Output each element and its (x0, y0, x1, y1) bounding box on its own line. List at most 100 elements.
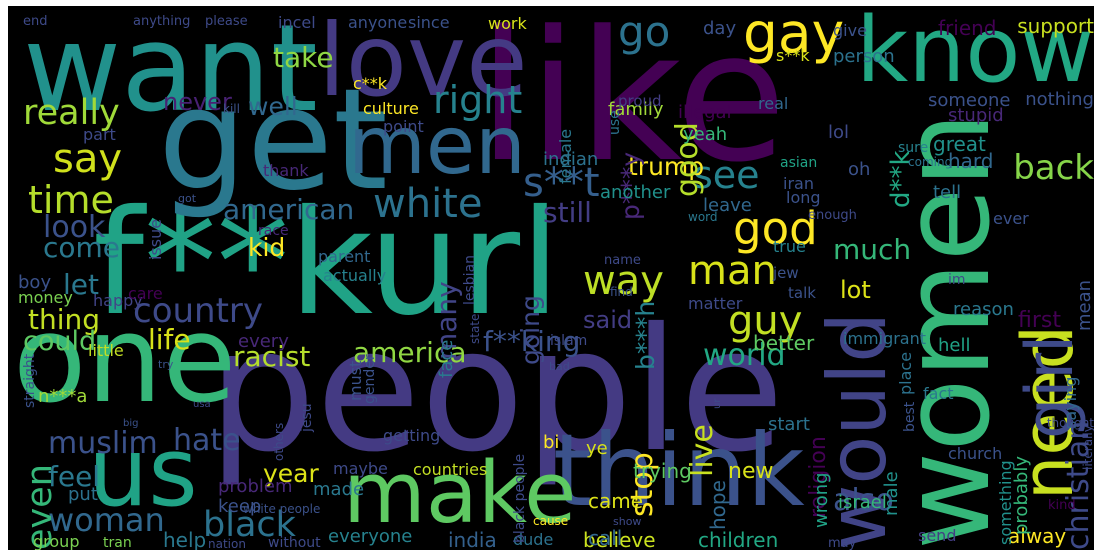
word-came: came (588, 489, 644, 513)
word-matter: matter (688, 294, 743, 313)
word-see: see (693, 153, 760, 197)
word-could: could (23, 326, 97, 357)
word-fxxking: f**king (483, 325, 581, 358)
word-fact: fact (923, 384, 954, 403)
word-face: face (436, 339, 457, 378)
word-something: something (996, 460, 1015, 546)
word-children: children (698, 528, 779, 550)
word-feel: feel (48, 460, 101, 493)
word-enough: enough (808, 208, 857, 223)
word-jew: jew (773, 264, 799, 282)
word-culture: culture (363, 99, 419, 118)
word-trump: trump (628, 152, 705, 181)
word-thing: thing (28, 303, 101, 336)
word-know: know (856, 6, 1094, 103)
word-right: right (433, 78, 523, 122)
word-part: part (83, 125, 116, 144)
word-time: time (28, 178, 114, 222)
word-straight: straight (22, 353, 38, 408)
word-sxxk: s**k (776, 46, 810, 65)
word-really: really (23, 93, 120, 133)
word-alway: alway (1008, 524, 1067, 548)
word-person: person (833, 46, 895, 67)
word-friend: friend (938, 16, 997, 40)
word-kind: kind (1048, 498, 1076, 513)
word-sure: sure (898, 140, 929, 156)
word-may: may (828, 536, 857, 550)
word-support: support (1017, 14, 1094, 38)
word-back: back (1013, 148, 1094, 188)
word-word: word (688, 210, 718, 224)
word-work: work (488, 14, 527, 33)
word-everyone: everyone (328, 526, 413, 547)
word-trying: trying (633, 459, 692, 483)
word-racist: racist (233, 340, 311, 373)
word-help: help (163, 528, 207, 550)
word-send: send (918, 526, 957, 545)
word-get: get (158, 59, 388, 222)
word-believe: believe (583, 528, 656, 550)
word-boy: boy (18, 272, 52, 293)
word-parent: parent (318, 247, 371, 266)
word-someone: someone (928, 90, 1011, 111)
word-getting: getting (383, 426, 441, 445)
word-israel: israel (838, 492, 887, 513)
word-every: every (238, 331, 289, 352)
word-race: race (258, 223, 289, 239)
word-call: call (588, 526, 623, 550)
word-true: true (773, 237, 806, 256)
word-yeah: yeah (683, 124, 728, 145)
word-white-people: white people (243, 502, 321, 516)
word-church: church (948, 444, 1003, 463)
word-come: come (43, 231, 121, 264)
word-god: god (733, 202, 818, 255)
word-made: made (313, 479, 365, 500)
word-illegal: illegal (678, 102, 732, 123)
word-kill: kill (223, 102, 240, 116)
word-bad: bad (549, 360, 570, 373)
word-new: new (728, 459, 774, 484)
word-place: place (896, 351, 915, 395)
word-put: put (68, 484, 98, 505)
word-let: let (63, 268, 99, 301)
word-care: care (128, 284, 163, 303)
word-group: group (33, 532, 80, 550)
word-love: love (318, 6, 528, 119)
word-im: im (948, 272, 966, 288)
word-say: say (53, 136, 123, 182)
word-leave: leave (703, 195, 752, 216)
word-little: little (88, 341, 124, 360)
word-name: name (604, 253, 641, 268)
word-lesbian: lesbian (462, 254, 478, 305)
word-life: life (148, 323, 191, 356)
word-hate: hate (173, 423, 241, 458)
word-one: one (13, 291, 237, 430)
word-another: another (600, 182, 671, 203)
word-black: black (203, 505, 296, 545)
word-countries: countries (413, 460, 488, 479)
word-iran: iran (783, 174, 814, 193)
word-big: big (123, 418, 139, 429)
word-since: since (408, 13, 450, 32)
word-lot: lot (840, 276, 871, 304)
word-indian: indian (543, 149, 599, 170)
word-first: first (1018, 308, 1061, 333)
word-without: without (268, 535, 321, 550)
word-gay: gay (743, 6, 845, 65)
word-give: give (833, 21, 867, 40)
word-oh: oh (848, 159, 871, 180)
word-mean: mean (1074, 279, 1094, 331)
word-stupid: stupid (948, 105, 1004, 126)
word-ur: ur (712, 398, 723, 409)
word-tran: tran (103, 535, 132, 550)
word-much: much (833, 233, 912, 266)
word-maybe: maybe (333, 459, 388, 478)
word-fxxkurl: f**kurl (93, 179, 561, 348)
word-us: us (88, 418, 198, 528)
word-actually: actually (323, 266, 387, 285)
word-point: point (383, 117, 424, 136)
word-bxxxh: b***h (631, 300, 660, 370)
word-use: use (607, 110, 623, 136)
word-usa: usa (193, 399, 211, 410)
word-american: american (223, 193, 355, 226)
